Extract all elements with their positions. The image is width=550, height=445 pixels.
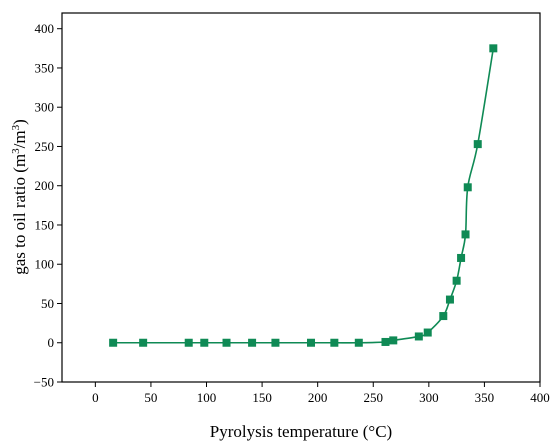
data-point bbox=[489, 44, 498, 53]
data-point bbox=[414, 332, 423, 341]
y-tick-label: 150 bbox=[35, 217, 55, 232]
data-point bbox=[452, 276, 461, 285]
y-tick-label: 400 bbox=[35, 21, 55, 36]
y-tick-label: 300 bbox=[35, 100, 55, 115]
data-point bbox=[473, 140, 482, 149]
data-point bbox=[457, 253, 466, 262]
y-axis-ticks: −50 0 50 100 150 200 250 300 350 400 bbox=[34, 21, 62, 390]
y-tick-label: 350 bbox=[35, 60, 55, 75]
data-point bbox=[461, 230, 470, 239]
data-point bbox=[200, 338, 209, 347]
data-point bbox=[354, 338, 363, 347]
data-point bbox=[389, 336, 398, 345]
data-point bbox=[463, 183, 472, 192]
y-tick-label: 50 bbox=[41, 296, 54, 311]
y-axis-label: gas to oil ratio (m3/m3) bbox=[10, 119, 29, 275]
data-point bbox=[307, 338, 316, 347]
data-point bbox=[271, 338, 280, 347]
x-tick-label: 200 bbox=[308, 390, 328, 405]
y-tick-label: 0 bbox=[48, 335, 55, 350]
x-tick-label: 50 bbox=[144, 390, 157, 405]
data-point bbox=[139, 338, 148, 347]
x-tick-label: 300 bbox=[419, 390, 439, 405]
x-tick-label: 250 bbox=[364, 390, 384, 405]
data-point bbox=[381, 337, 390, 346]
y-tick-label: 100 bbox=[35, 257, 55, 272]
data-point bbox=[439, 312, 448, 321]
data-point bbox=[184, 338, 193, 347]
y-tick-label: 250 bbox=[35, 139, 55, 154]
data-point bbox=[109, 338, 118, 347]
x-tick-label: 350 bbox=[475, 390, 495, 405]
data-point bbox=[222, 338, 231, 347]
data-point bbox=[445, 295, 454, 304]
series-curve bbox=[113, 48, 495, 344]
data-point bbox=[423, 328, 432, 337]
plot-frame bbox=[61, 12, 541, 383]
x-tick-label: 400 bbox=[530, 390, 550, 405]
x-axis-label: Pyrolysis temperature (°C) bbox=[210, 422, 392, 441]
x-tick-label: 0 bbox=[92, 390, 99, 405]
data-point bbox=[248, 338, 257, 347]
x-tick-label: 150 bbox=[252, 390, 272, 405]
x-tick-label: 100 bbox=[197, 390, 217, 405]
y-tick-label: −50 bbox=[34, 375, 54, 390]
data-point bbox=[330, 338, 339, 347]
series-points bbox=[109, 44, 498, 347]
y-tick-label: 200 bbox=[35, 178, 55, 193]
x-axis-ticks: 0 50 100 150 200 250 300 350 400 bbox=[92, 382, 550, 405]
